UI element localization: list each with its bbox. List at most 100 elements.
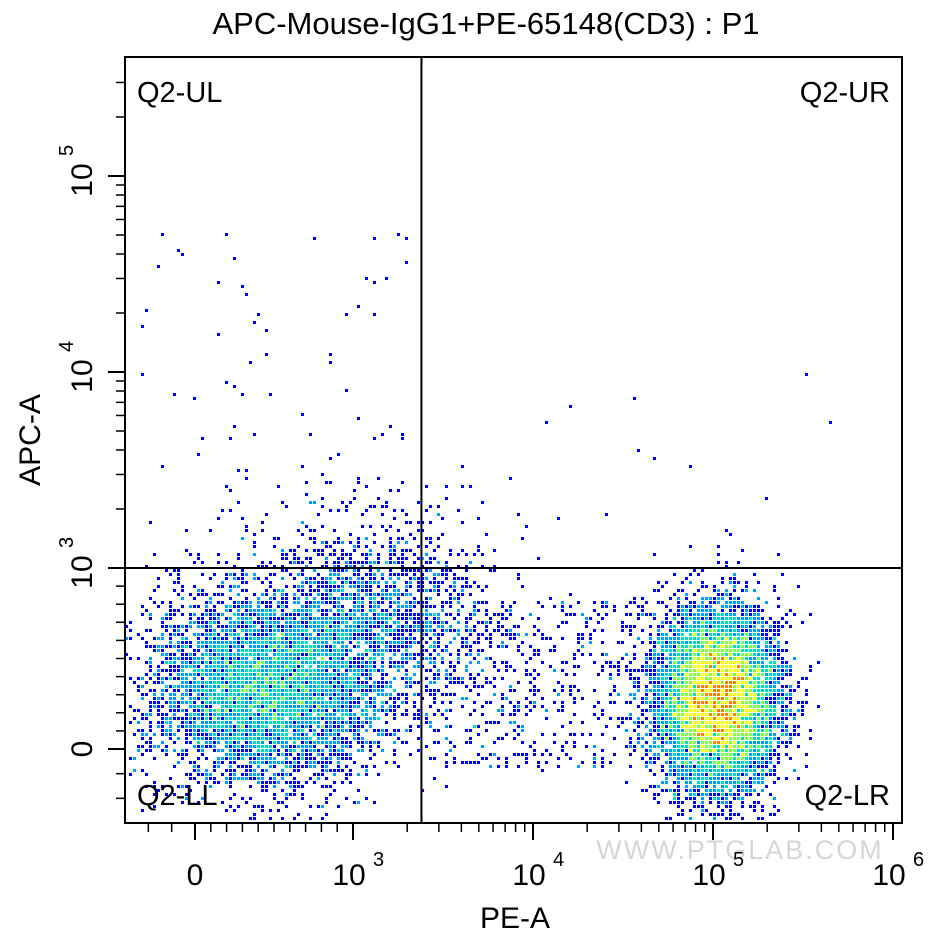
event-dot [365,741,368,744]
event-dot [717,677,720,680]
event-dot [241,605,244,608]
event-dot [189,729,192,732]
event-dot [349,581,352,584]
event-dot [757,781,760,784]
event-dot [357,789,360,792]
event-dot [329,757,332,760]
event-dot [265,645,268,648]
event-dot [693,677,696,680]
event-dot [633,657,636,660]
event-dot [705,633,708,636]
event-dot [357,801,360,804]
event-dot [177,645,180,648]
event-dot [261,773,264,776]
event-dot [253,701,256,704]
event-dot [185,797,188,800]
event-dot [381,513,384,516]
event-dot [445,589,448,592]
event-dot [649,681,652,684]
event-dot [333,553,336,556]
event-dot [769,645,772,648]
event-dot [677,669,680,672]
event-dot [205,593,208,596]
event-dot [789,709,792,712]
event-dot [201,621,204,624]
event-dot [713,673,716,676]
event-dot [401,693,404,696]
event-dot [325,705,328,708]
event-dot [677,641,680,644]
event-dot [377,613,380,616]
event-dot [285,709,288,712]
event-dot [669,817,672,820]
event-dot [157,637,160,640]
event-dot [661,641,664,644]
event-dot [733,677,736,680]
event-dot [353,665,356,668]
event-dot [313,601,316,604]
event-dot [645,657,648,660]
event-dot [357,545,360,548]
event-dot [253,669,256,672]
event-dot [557,757,560,760]
event-dot [721,765,724,768]
event-dot [429,645,432,648]
event-dot [801,677,804,680]
event-dot [145,609,148,612]
event-dot [209,645,212,648]
event-dot [241,517,244,520]
event-dot [293,765,296,768]
event-dot [457,633,460,636]
event-dot [365,545,368,548]
event-dot [285,601,288,604]
event-dot [341,729,344,732]
event-dot [729,809,732,812]
event-dot [373,665,376,668]
event-dot [685,625,688,628]
event-dot [309,737,312,740]
event-dot [289,709,292,712]
event-dot [741,685,744,688]
event-dot [349,681,352,684]
event-dot [693,705,696,708]
event-dot [741,761,744,764]
event-dot [781,673,784,676]
event-dot [661,685,664,688]
event-dot [185,737,188,740]
event-dot [453,577,456,580]
event-dot [757,605,760,608]
event-dot [217,669,220,672]
event-dot [141,733,144,736]
event-dot [697,777,700,780]
event-dots [125,233,832,820]
event-dot [733,649,736,652]
event-dot [381,661,384,664]
event-dot [417,585,420,588]
event-dot [209,621,212,624]
event-dot [689,713,692,716]
event-dot [693,773,696,776]
event-dot [269,753,272,756]
event-dot [705,597,708,600]
event-dot [721,733,724,736]
event-dot [757,757,760,760]
event-dot [689,769,692,772]
event-dot [689,733,692,736]
event-dot [321,681,324,684]
event-dot [725,709,728,712]
event-dot [685,593,688,596]
event-dot [717,689,720,692]
event-dot [653,729,656,732]
event-dot [469,485,472,488]
event-dot [657,629,660,632]
event-dot [329,617,332,620]
event-dot [689,745,692,748]
event-dot [657,689,660,692]
event-dot [269,661,272,664]
event-dot [649,613,652,616]
event-dot [725,653,728,656]
event-dot [577,665,580,668]
event-dot [701,737,704,740]
event-dot [329,657,332,660]
event-dot [325,609,328,612]
